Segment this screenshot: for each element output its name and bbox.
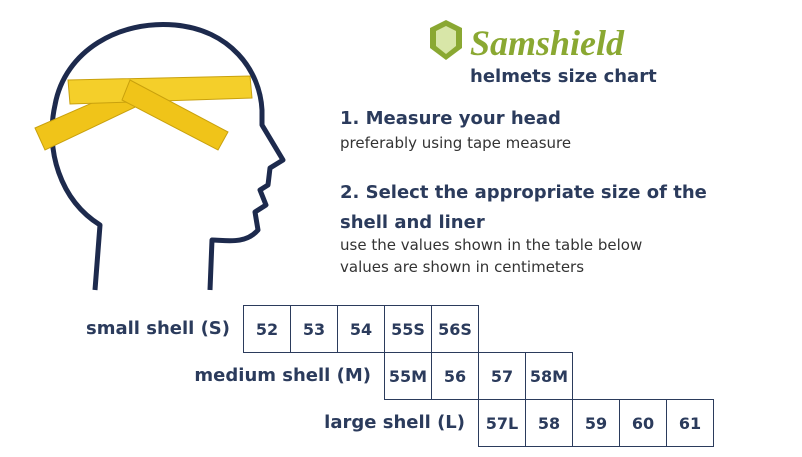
row-label: large shell (L) [324,412,465,433]
size-cell: 61 [666,399,714,447]
size-cell: 57L [478,399,526,447]
size-cell: 56S [431,305,479,353]
step-title: 2. Select the appropriate size of the sh… [340,182,707,233]
step-text: use the values shown in the table below [340,236,643,254]
step-text: preferably using tape measure [340,134,572,152]
size-cell: 60 [619,399,667,447]
size-cell: 52 [243,305,291,353]
step-title: 1. Measure your head [340,108,561,129]
brand: Samshield [470,23,625,63]
size-cell: 55S [384,305,432,353]
step-text: values are shown in centimeters [340,258,585,276]
size-cell: 56 [431,352,479,400]
size-cell: 53 [290,305,338,353]
tape [67,75,253,105]
logo-inner [436,26,456,54]
row-label: medium shell (M) [194,365,371,386]
head-outline [49,21,286,291]
size-cell: 54 [337,305,385,353]
tape [121,79,229,151]
logo-shield [430,20,462,60]
size-cell: 58 [525,399,573,447]
size-cell: 55M [384,352,432,400]
head-illustration [34,21,286,291]
row-label: small shell (S) [86,318,230,339]
header-title: helmets size chart [470,66,657,87]
size-cell: 58M [525,352,573,400]
size-cell: 59 [572,399,620,447]
size-cell: 57 [478,352,526,400]
